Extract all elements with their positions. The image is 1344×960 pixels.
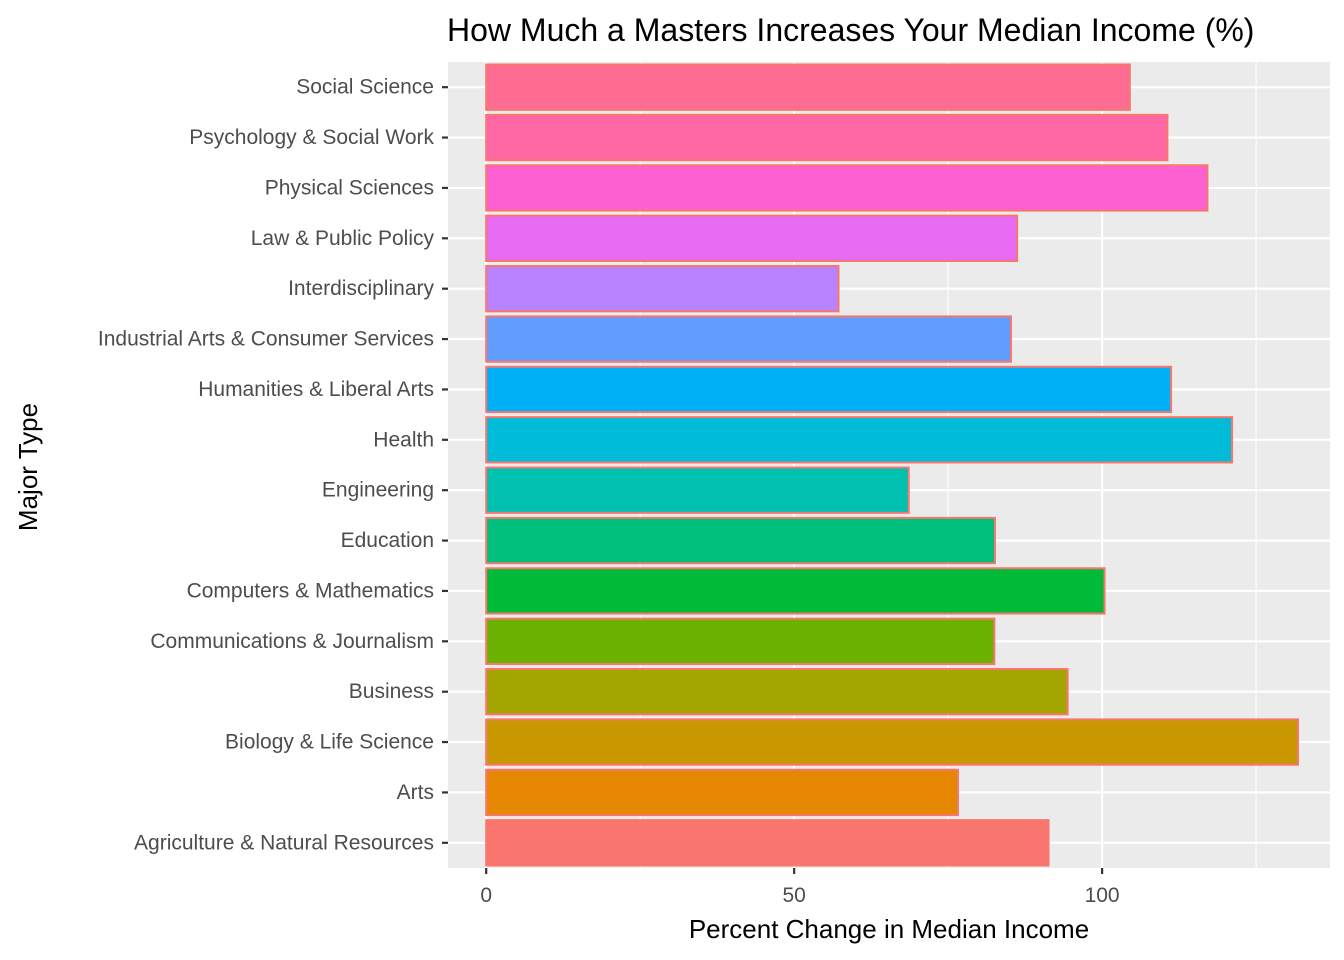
bar: [485, 617, 996, 665]
bars: [485, 63, 1299, 867]
x-tick-label: 0: [480, 884, 492, 907]
bar: [485, 265, 840, 313]
bar: [485, 567, 1106, 615]
y-axis-title: Major Type: [13, 403, 43, 531]
y-tick-label: Interdisciplinary: [288, 277, 434, 300]
y-tick-label: Education: [341, 529, 434, 552]
y-tick-label: Health: [373, 428, 434, 451]
x-tick-label: 100: [1085, 884, 1120, 907]
bar: [485, 214, 1019, 262]
bar: [485, 164, 1209, 212]
y-tick-label: Engineering: [322, 479, 434, 502]
y-tick-label: Communications & Journalism: [150, 630, 434, 653]
bar: [485, 315, 1012, 363]
y-axis: Agriculture & Natural Resources Arts Biolo…: [98, 76, 448, 854]
y-tick-label: Computers & Mathematics: [187, 579, 434, 602]
y-tick-label: Psychology & Social Work: [189, 126, 434, 149]
bar: [485, 365, 1173, 414]
y-tick-label: Industrial Arts & Consumer Services: [98, 328, 434, 351]
bar: [485, 63, 1131, 111]
bar: [485, 768, 959, 817]
bar: [485, 416, 1234, 464]
x-tick-label: 50: [782, 884, 805, 907]
chart-title: How Much a Masters Increases Your Median…: [447, 12, 1254, 48]
y-tick-label: Arts: [397, 781, 434, 804]
x-axis-title: Percent Change in Median Income: [689, 914, 1089, 944]
bar: [485, 113, 1169, 162]
y-tick-label: Biology & Life Science: [225, 731, 434, 754]
x-axis: 0 50 100: [480, 868, 1120, 907]
y-tick-label: Humanities & Liberal Arts: [198, 378, 434, 401]
y-tick-label: Business: [349, 680, 434, 703]
y-tick-label: Law & Public Policy: [251, 227, 435, 250]
bar: [485, 466, 910, 514]
bar: [485, 516, 996, 565]
bar: [485, 718, 1299, 766]
bar: [485, 668, 1069, 716]
y-tick-label: Physical Sciences: [265, 176, 434, 199]
y-tick-label: Social Science: [296, 76, 434, 99]
y-tick-label: Agriculture & Natural Resources: [134, 831, 434, 854]
bar: [485, 819, 1050, 867]
